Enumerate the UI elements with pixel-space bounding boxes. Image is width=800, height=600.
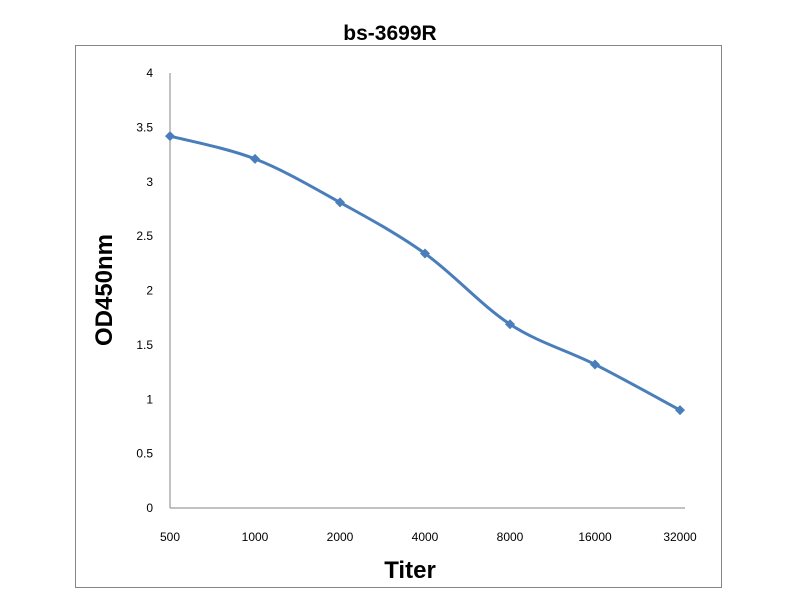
x-axis-label: Titer [384, 557, 436, 584]
y-tick-label: 3 [146, 175, 153, 189]
chart-frame [75, 45, 722, 588]
x-tick-label: 16000 [578, 530, 612, 544]
x-tick-label: 32000 [663, 530, 697, 544]
chart-title: bs-3699R [343, 22, 436, 45]
y-tick-label: 2.5 [136, 229, 153, 243]
data-point-marker [675, 405, 685, 416]
y-tick-label: 2 [146, 284, 153, 298]
data-point-marker [505, 319, 515, 330]
data-point-marker [165, 131, 175, 142]
data-point-marker [590, 359, 600, 370]
y-tick-label: 4 [146, 66, 153, 80]
x-tick-label: 2000 [327, 530, 354, 544]
x-tick-label: 8000 [497, 530, 524, 544]
x-tick-label: 500 [160, 530, 180, 544]
y-tick-label: 0.5 [136, 447, 153, 461]
data-point-marker [420, 248, 430, 259]
y-tick-label: 3.5 [136, 120, 153, 134]
series-line [169, 134, 681, 412]
data-point-marker [335, 197, 345, 208]
x-tick-label: 1000 [242, 530, 269, 544]
y-tick-label: 1 [146, 392, 153, 406]
y-axis-label: OD450nm [91, 234, 118, 346]
data-point-marker [250, 153, 260, 164]
y-tick-label: 1.5 [136, 338, 153, 352]
y-tick-label: 0 [146, 501, 153, 515]
x-tick-label: 4000 [412, 530, 439, 544]
